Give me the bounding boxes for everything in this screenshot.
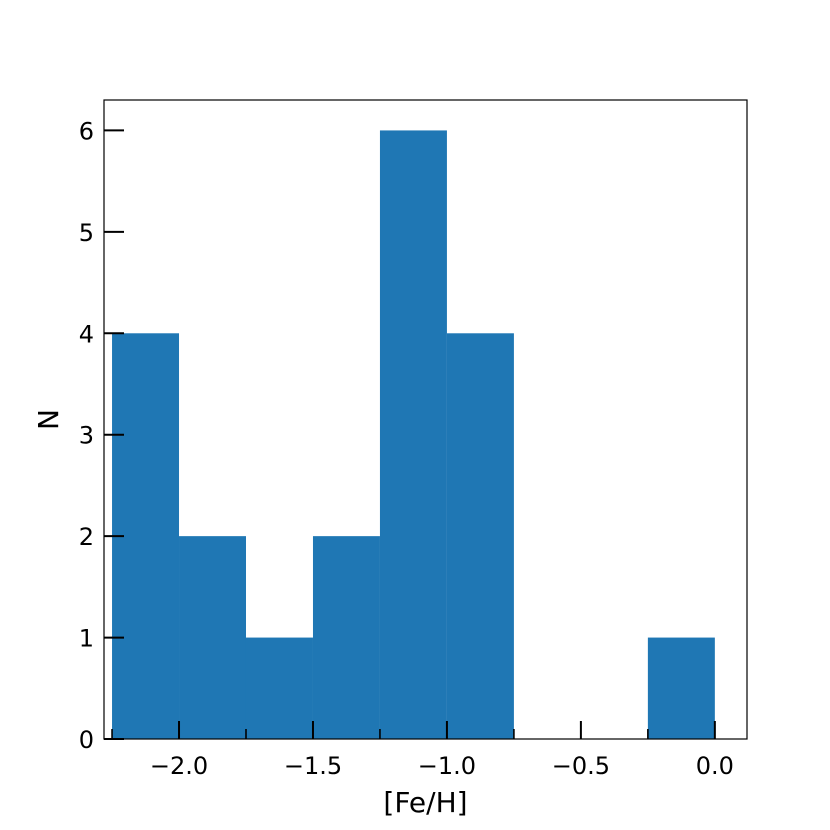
x-tick-label: −1.0 — [418, 752, 476, 780]
x-tick-label: −0.5 — [552, 752, 610, 780]
bar-3 — [312, 536, 380, 739]
y-tick-label: 4 — [79, 320, 94, 348]
y-tick-label: 5 — [79, 219, 94, 247]
bar-2 — [245, 637, 313, 739]
y-axis-ticks: 0 1 2 3 4 5 6 — [79, 117, 124, 754]
y-tick-label: 2 — [79, 523, 94, 551]
x-axis-ticks: −2.0 −1.5 −1.0 −0.5 0.0 — [111, 721, 734, 780]
bars-group — [112, 130, 715, 739]
plot-frame — [103, 99, 748, 740]
y-tick-label: 3 — [79, 422, 94, 450]
y-tick-label: 1 — [79, 625, 94, 653]
bar-5 — [446, 333, 514, 739]
bar-4 — [379, 130, 447, 739]
bar-1 — [179, 536, 246, 739]
x-axis-label: [Fe/H] — [383, 786, 467, 819]
x-tick-label: 0.0 — [696, 752, 734, 780]
y-tick-label: 0 — [79, 726, 94, 754]
bar-8 — [647, 637, 715, 739]
y-tick-label: 6 — [79, 117, 94, 145]
x-tick-label: −2.0 — [150, 752, 208, 780]
y-axis-label: N — [32, 409, 65, 430]
x-tick-label: −1.5 — [284, 752, 342, 780]
